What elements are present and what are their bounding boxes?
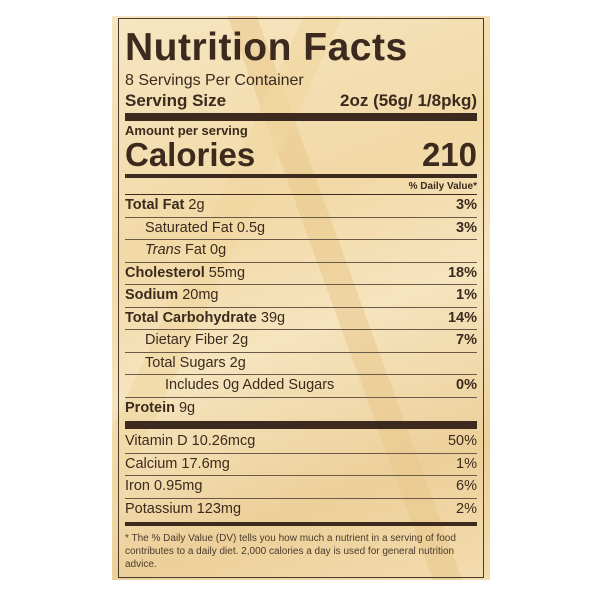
- serving-size-value: 2oz (56g/ 1/8pkg): [340, 91, 477, 110]
- vitamin-amount: 123mg: [196, 500, 242, 517]
- vitamin-amount: 0.95mg: [154, 478, 203, 494]
- nutrient-amount: 0g: [210, 242, 227, 258]
- nutrient-dv: 0%: [456, 377, 477, 393]
- nutrient-label: Protein: [125, 399, 175, 416]
- pasta-background-photo: [112, 16, 490, 580]
- nutrient-label: Saturated Fat: [145, 219, 233, 236]
- vitamin-label: Potassium: [125, 500, 193, 517]
- nutrient-label: Dietary Fiber: [145, 332, 228, 348]
- divider-thick: [125, 113, 477, 121]
- label-title: Nutrition Facts: [125, 26, 408, 69]
- vitamin-row-iron: Iron 0.95mg 6%: [125, 476, 477, 499]
- nutrient-row-sodium: Sodium 20mg 1%: [125, 285, 477, 308]
- nutrient-amount: 0.5g: [236, 219, 266, 236]
- vitamin-dv: 50%: [447, 433, 477, 449]
- divider-medium: [125, 174, 477, 178]
- nutrient-amount: 55mg: [208, 264, 246, 281]
- servings-per-container: 8 Servings Per Container: [125, 72, 304, 89]
- nutrient-label: Trans: [145, 242, 181, 258]
- daily-value-header: % Daily Value*: [125, 180, 477, 195]
- nutrient-amount: 2g: [232, 332, 249, 348]
- calories-value: 210: [421, 136, 477, 173]
- nutrient-label-suffix: Fat: [185, 242, 206, 258]
- nutrient-label: Includes 0g Added Sugars: [165, 377, 335, 393]
- nutrient-amount: 9g: [178, 399, 196, 416]
- nutrient-row-total-sugars: Total Sugars 2g: [125, 353, 477, 375]
- nutrient-amount: 2g: [229, 354, 246, 371]
- vitamin-amount: 17.6mg: [181, 455, 230, 472]
- serving-size: Serving Size 2oz (56g/ 1/8pkg): [125, 91, 477, 111]
- nutrient-label: Total Fat: [125, 197, 185, 213]
- nutrient-row-added-sugars: Includes 0g Added Sugars 0%: [125, 375, 477, 398]
- nutrient-row-total-fat: Total Fat 2g 3%: [125, 195, 477, 218]
- nutrient-dv: 1%: [456, 287, 477, 303]
- divider-medium: [125, 522, 477, 526]
- vitamin-label: Iron: [125, 478, 150, 494]
- nutrient-row-trans-fat: Trans Fat 0g: [125, 240, 477, 263]
- vitamin-dv: 6%: [456, 478, 477, 494]
- nutrient-label: Total Sugars: [145, 354, 226, 371]
- nutrient-row-protein: Protein 9g: [125, 398, 477, 420]
- nutrient-amount: 20mg: [182, 287, 219, 303]
- vitamin-label: Calcium: [125, 455, 178, 472]
- nutrient-amount: 39g: [260, 309, 286, 326]
- vitamin-row-vitamin-d: Vitamin D 10.26mcg 50%: [125, 431, 477, 454]
- vitamin-dv: 2%: [456, 500, 477, 517]
- footnote: * The % Daily Value (DV) tells you how m…: [125, 533, 456, 570]
- calories-label: Calories: [125, 136, 256, 173]
- nutrient-row-saturated-fat: Saturated Fat 0.5g 3%: [125, 218, 477, 240]
- nutrient-label: Cholesterol: [125, 264, 205, 281]
- vitamin-label: Vitamin D: [125, 433, 188, 449]
- divider-thick: [125, 421, 477, 429]
- nutrient-label: Total Carbohydrate: [125, 309, 257, 326]
- serving-size-label: Serving Size: [125, 91, 227, 110]
- amount-per-serving: Amount per serving: [125, 123, 248, 138]
- nutrient-row-cholesterol: Cholesterol 55mg 18%: [125, 263, 477, 285]
- nutrient-row-total-carbohydrate: Total Carbohydrate 39g 14%: [125, 308, 477, 330]
- vitamin-row-calcium: Calcium 17.6mg 1%: [125, 454, 477, 476]
- nutrient-dv: 7%: [456, 332, 477, 348]
- nutrient-dv: 18%: [447, 264, 477, 281]
- nutrient-dv: 3%: [456, 219, 477, 236]
- nutrient-dv: 14%: [447, 309, 477, 326]
- nutrient-row-dietary-fiber: Dietary Fiber 2g 7%: [125, 330, 477, 353]
- vitamin-dv: 1%: [456, 455, 477, 472]
- nutrition-facts-label: Nutrition Facts 8 Servings Per Container…: [118, 18, 484, 578]
- nutrient-label: Sodium: [125, 287, 179, 303]
- vitamin-amount: 10.26mcg: [191, 433, 256, 449]
- nutrient-dv: 3%: [456, 197, 477, 213]
- calories-row: Calories 210: [125, 138, 477, 172]
- nutrient-amount: 2g: [188, 197, 205, 213]
- vitamin-row-potassium: Potassium 123mg 2%: [125, 499, 477, 521]
